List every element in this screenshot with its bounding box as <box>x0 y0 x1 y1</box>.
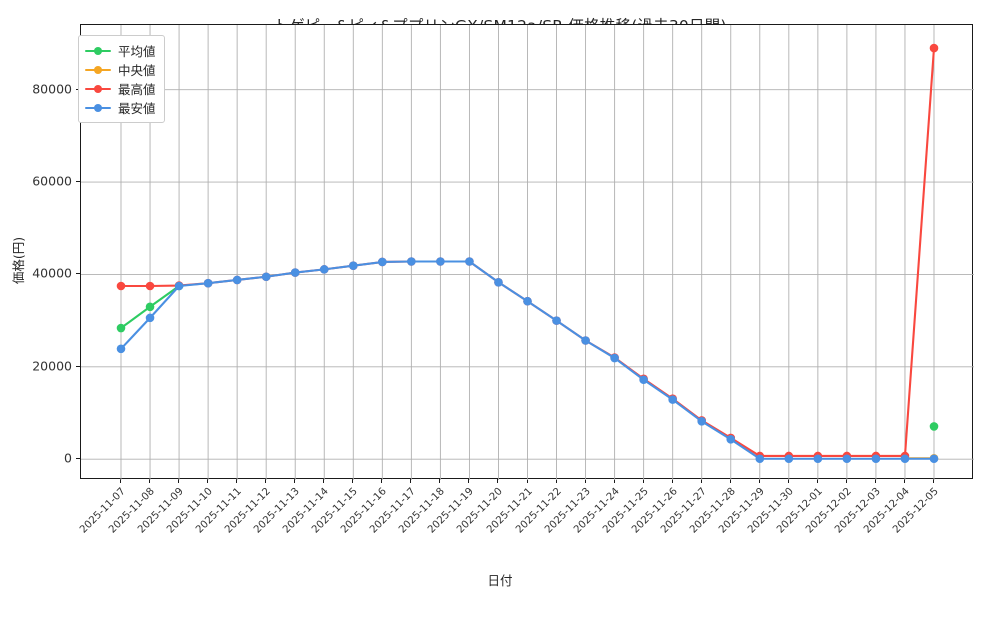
series-marker <box>494 277 503 287</box>
x-tick-mark <box>265 479 267 483</box>
legend-line-marker-icon <box>85 45 111 57</box>
series-line <box>119 260 936 460</box>
series-marker <box>929 422 939 431</box>
x-tick-mark <box>671 479 673 483</box>
legend-line-marker-icon <box>85 64 111 76</box>
x-tick-mark <box>787 479 789 483</box>
series-marker <box>842 454 852 464</box>
legend-line-marker-icon <box>85 83 111 95</box>
x-tick-mark <box>584 479 586 483</box>
y-tick-mark <box>76 273 80 275</box>
x-tick-mark <box>729 479 731 483</box>
series-marker <box>784 454 794 464</box>
series-marker <box>232 275 242 285</box>
y-tick-mark <box>76 181 80 183</box>
x-tick-mark <box>236 479 238 483</box>
x-tick-mark <box>207 479 209 483</box>
series-marker <box>668 395 677 404</box>
x-tick-mark <box>758 479 760 483</box>
y-axis-label: 価格(円) <box>11 236 27 285</box>
plot-area <box>80 24 974 480</box>
legend-label: 最安値 <box>118 101 156 116</box>
legend-item-3[interactable]: 最高値 <box>85 79 156 98</box>
chart-legend: 平均値中央値最高値最安値 <box>78 35 165 123</box>
series-marker <box>145 281 155 291</box>
series-marker <box>319 265 329 274</box>
x-tick-mark <box>555 479 557 483</box>
x-tick-mark <box>323 479 325 483</box>
series-marker <box>116 344 126 354</box>
x-tick-mark <box>381 479 383 483</box>
series-marker <box>465 257 474 266</box>
series-marker <box>697 417 707 426</box>
series-marker <box>348 261 358 270</box>
x-tick-mark <box>874 479 876 483</box>
x-tick-mark <box>700 479 702 483</box>
x-tick-mark <box>933 479 934 483</box>
x-tick-mark <box>497 479 499 483</box>
legend-item-2[interactable]: 中央値 <box>85 60 156 79</box>
series-marker <box>552 316 561 325</box>
y-tick-label: 40000 <box>32 265 72 281</box>
x-tick-mark <box>845 479 847 483</box>
series-marker <box>436 257 445 266</box>
legend-label: 最高値 <box>118 82 156 97</box>
x-tick-mark <box>642 479 644 483</box>
x-tick-mark <box>468 479 470 483</box>
legend-item-1[interactable]: 平均値 <box>85 41 156 60</box>
x-tick-mark <box>178 479 180 483</box>
y-tick-label: 80000 <box>32 81 72 97</box>
series-marker <box>639 375 648 385</box>
series-line <box>119 47 936 458</box>
chart-gridlines <box>81 25 974 480</box>
series-marker <box>726 435 736 444</box>
series-marker <box>929 43 939 53</box>
x-tick-mark <box>903 479 905 483</box>
y-tick-label: 20000 <box>32 358 72 374</box>
y-tick-mark <box>76 365 80 367</box>
series-marker <box>116 323 126 333</box>
series-marker <box>813 454 823 464</box>
chart-page: トゲピー&ピィ&ププリンGX/SM12a/SR 価格推移(過去30日間) 価格(… <box>11 17 974 588</box>
series-marker <box>755 454 765 464</box>
x-tick-mark <box>410 479 412 483</box>
legend-label: 平均値 <box>118 44 156 59</box>
legend-item-4[interactable]: 最安値 <box>85 98 156 117</box>
y-tick-mark <box>76 458 80 460</box>
x-tick-mark <box>149 479 151 483</box>
x-tick-mark <box>352 479 354 483</box>
x-tick-mark <box>294 479 296 483</box>
y-tick-label: 0 <box>64 450 72 466</box>
series-marker <box>174 281 184 291</box>
series-marker <box>261 272 271 282</box>
series-marker <box>610 353 619 363</box>
series-marker <box>871 454 881 464</box>
y-tick-label: 60000 <box>32 173 72 189</box>
series-marker <box>929 454 939 464</box>
series-marker <box>378 257 387 267</box>
x-tick-mark <box>439 479 441 483</box>
x-tick-mark <box>120 479 121 483</box>
x-tick-mark <box>526 479 528 483</box>
series-marker <box>407 257 416 266</box>
x-tick-mark <box>816 479 818 483</box>
chart-series-layer <box>116 43 939 464</box>
series-marker <box>145 313 155 323</box>
legend-label: 中央値 <box>118 63 156 78</box>
x-tick-mark <box>613 479 615 483</box>
series-marker <box>900 454 910 464</box>
series-marker <box>116 281 126 291</box>
series-marker <box>290 268 300 277</box>
series-marker <box>145 302 155 312</box>
series-marker <box>581 336 590 345</box>
x-axis-label: 日付 <box>487 573 513 588</box>
series-marker <box>203 278 213 288</box>
series-marker <box>523 296 532 306</box>
legend-line-marker-icon <box>85 102 111 114</box>
